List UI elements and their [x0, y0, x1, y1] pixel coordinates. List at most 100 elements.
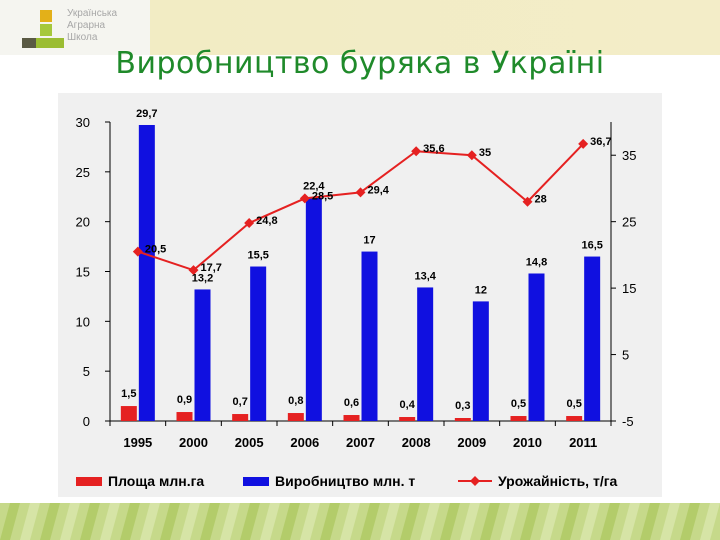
footer-stripe [100, 503, 120, 540]
footer-stripe [500, 503, 520, 540]
footer-stripe [440, 503, 460, 540]
bars-layer [120, 124, 601, 422]
production-bar [472, 301, 489, 421]
production-data-label: 15,5 [247, 250, 268, 262]
left-tick-label: 20 [76, 215, 90, 230]
footer-stripes [0, 503, 720, 540]
yield-point [299, 193, 310, 204]
area-data-label: 0,5 [511, 398, 526, 410]
production-data-label: 29,7 [136, 108, 157, 120]
area-bar [566, 416, 583, 421]
yield-line [137, 143, 584, 272]
footer-stripe [40, 503, 60, 540]
production-bar [584, 256, 601, 421]
yield-data-label: 24,8 [256, 215, 277, 227]
yield-point [466, 150, 477, 161]
production-data-label: 22,4 [303, 181, 325, 193]
production-data-label: 17 [363, 235, 375, 247]
yield-point [188, 265, 199, 276]
left-tick-label: 5 [83, 364, 90, 379]
footer-stripe [180, 503, 200, 540]
x-tick-label: 2008 [402, 435, 431, 450]
yield-point [522, 196, 533, 207]
area-data-label: 0,3 [455, 400, 470, 412]
footer-stripe [220, 503, 240, 540]
yield-data-label: 28 [535, 194, 547, 206]
x-tick-label: 2007 [346, 435, 375, 450]
left-tick-label: 15 [76, 265, 90, 280]
footer-stripe [260, 503, 280, 540]
left-tick-label: 25 [76, 165, 90, 180]
area-bar [176, 412, 193, 421]
production-bar [305, 197, 322, 421]
line-layer [132, 138, 589, 276]
area-bar [399, 417, 416, 421]
yield-point [411, 146, 422, 157]
labels-layer: 1,5 0,9 0,7 0,8 0,6 0,4 0,3 0,5 0,5 29,7 13,2 15,5 2… [121, 108, 611, 412]
footer-stripe [680, 503, 700, 540]
header-band [0, 0, 720, 55]
logo-line: Школа [67, 32, 98, 43]
x-tick-label: 2000 [179, 435, 208, 450]
footer-stripe [340, 503, 360, 540]
logo-line: Аграрна [67, 20, 106, 31]
right-tick-label: 25 [622, 215, 636, 230]
x-tick-label: 2005 [235, 435, 264, 450]
legend-label: Виробництво млн. т [275, 473, 415, 489]
footer-stripe [460, 503, 480, 540]
yield-point [244, 217, 255, 228]
production-bar [138, 124, 155, 422]
production-bar [528, 273, 545, 421]
production-bar [361, 251, 378, 421]
production-data-label: 13,2 [192, 272, 213, 284]
footer-stripe [480, 503, 500, 540]
footer-stripe [160, 503, 180, 540]
yield-data-label: 35,6 [423, 143, 444, 155]
right-tick-label: 35 [622, 148, 636, 163]
footer-stripe [300, 503, 320, 540]
logo-bar-green [22, 38, 64, 48]
area-bar [287, 413, 304, 421]
footer-stripe [120, 503, 140, 540]
footer-stripe [20, 503, 40, 540]
footer-stripe [540, 503, 560, 540]
logo-line: Українська [67, 8, 118, 19]
right-tick-label: 5 [622, 348, 629, 363]
school-logo [22, 10, 64, 48]
right-tick-label: -5 [622, 414, 634, 429]
legend-marker [470, 476, 480, 486]
footer-stripe [320, 503, 340, 540]
production-bar [250, 266, 267, 421]
logo-square-green [40, 24, 52, 36]
x-tick-label: 1995 [123, 435, 152, 450]
production-bar [194, 289, 211, 421]
production-data-label: 14,8 [526, 256, 547, 268]
x-tick-label: 2006 [290, 435, 319, 450]
x-tick-label: 2010 [513, 435, 542, 450]
area-data-label: 0,7 [233, 396, 248, 408]
chart-panel: 0 5 10 15 20 25 30 -5 5 15 25 35 1995 2000 2005 2006 200… [58, 93, 662, 497]
yield-data-label: 17,7 [201, 262, 222, 274]
yield-point [132, 246, 143, 257]
area-bar [454, 418, 471, 421]
left-tick-label: 0 [83, 414, 90, 429]
area-data-label: 0,9 [177, 394, 192, 406]
x-tick-label: 2011 [569, 435, 597, 450]
area-bar [510, 416, 527, 421]
footer-stripe [420, 503, 440, 540]
legend-swatch [76, 477, 102, 486]
x-tick-label: 2009 [457, 435, 486, 450]
production-data-label: 13,4 [414, 270, 436, 282]
legend-swatch [243, 477, 269, 486]
area-data-label: 0,8 [288, 395, 303, 407]
footer-stripe [60, 503, 80, 540]
yield-data-label: 29,4 [368, 184, 390, 196]
footer-stripe [560, 503, 580, 540]
footer-stripe [520, 503, 540, 540]
legend-label: Площа млн.га [108, 473, 204, 489]
area-data-label: 0,4 [400, 399, 416, 411]
logo-square-yellow [40, 10, 52, 22]
right-tick-label: 15 [622, 281, 636, 296]
logo-bar-dark [22, 38, 36, 48]
area-data-label: 1,5 [121, 388, 136, 400]
